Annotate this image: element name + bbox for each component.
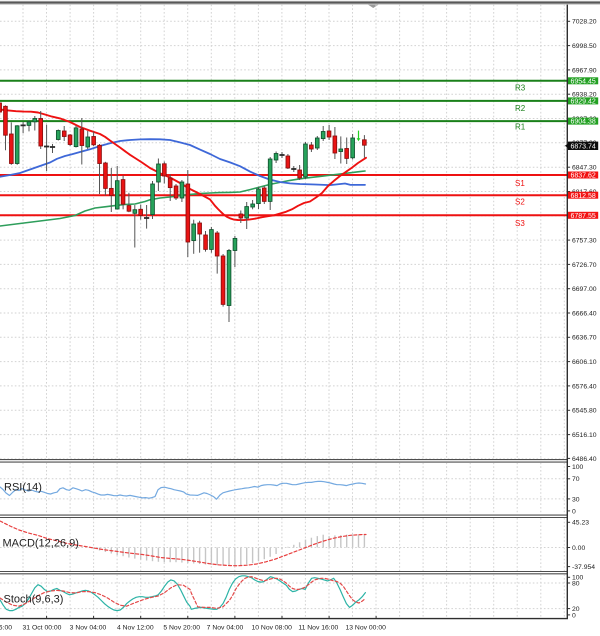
svg-text:6666.40: 6666.40 — [572, 310, 597, 317]
svg-text:70: 70 — [572, 476, 580, 483]
svg-text:6929.42: 6929.42 — [571, 99, 596, 106]
svg-text:16:00: 16:00 — [0, 624, 12, 631]
svg-text:6486.40: 6486.40 — [572, 456, 597, 463]
svg-text:80: 80 — [572, 580, 580, 587]
svg-text:S3: S3 — [515, 219, 525, 228]
svg-text:6757.30: 6757.30 — [572, 238, 597, 245]
svg-text:S1: S1 — [515, 179, 525, 188]
svg-text:6606.10: 6606.10 — [572, 359, 597, 366]
svg-text:RSI(14): RSI(14) — [4, 482, 42, 494]
svg-text:0: 0 — [572, 612, 576, 619]
svg-text:R3: R3 — [515, 84, 526, 93]
svg-text:6873.74: 6873.74 — [571, 143, 596, 150]
svg-text:-37.954: -37.954 — [572, 564, 595, 571]
svg-text:6545.80: 6545.80 — [572, 408, 597, 415]
svg-text:6516.10: 6516.10 — [572, 432, 597, 439]
svg-text:30: 30 — [572, 496, 580, 503]
svg-text:5 Nov 20:00: 5 Nov 20:00 — [163, 624, 200, 631]
svg-text:3 Nov 04:00: 3 Nov 04:00 — [70, 624, 107, 631]
svg-text:7 Nov 04:00: 7 Nov 04:00 — [207, 624, 244, 631]
svg-text:6954.45: 6954.45 — [571, 78, 596, 85]
svg-text:4 Nov 12:00: 4 Nov 12:00 — [117, 624, 154, 631]
svg-text:0.00: 0.00 — [572, 545, 585, 552]
svg-text:45.23: 45.23 — [572, 520, 589, 527]
svg-text:6726.70: 6726.70 — [572, 262, 597, 269]
svg-text:MACD(12,26,9): MACD(12,26,9) — [3, 538, 79, 550]
svg-text:6938.20: 6938.20 — [572, 92, 597, 99]
svg-text:6812.58: 6812.58 — [571, 193, 596, 200]
svg-text:6697.00: 6697.00 — [572, 286, 597, 293]
svg-text:R1: R1 — [515, 123, 526, 132]
svg-text:6636.70: 6636.70 — [572, 335, 597, 342]
svg-text:13 Nov 00:00: 13 Nov 00:00 — [345, 624, 386, 631]
svg-text:7028.20: 7028.20 — [572, 19, 597, 26]
svg-text:100: 100 — [572, 464, 584, 471]
svg-text:S2: S2 — [515, 198, 525, 207]
svg-text:31 Oct 00:00: 31 Oct 00:00 — [23, 624, 62, 631]
svg-text:6787.55: 6787.55 — [571, 213, 596, 220]
svg-text:6576.40: 6576.40 — [572, 383, 597, 390]
svg-text:6967.90: 6967.90 — [572, 67, 597, 74]
svg-text:20: 20 — [572, 606, 580, 613]
svg-text:100: 100 — [572, 575, 584, 582]
svg-text:0: 0 — [572, 508, 576, 515]
svg-text:6998.50: 6998.50 — [572, 43, 597, 50]
svg-text:R2: R2 — [515, 104, 526, 113]
svg-text:6837.62: 6837.62 — [571, 173, 596, 180]
svg-text:Stoch(9,6,3): Stoch(9,6,3) — [4, 594, 64, 606]
svg-text:10 Nov 08:00: 10 Nov 08:00 — [251, 624, 292, 631]
svg-text:6904.38: 6904.38 — [571, 119, 596, 126]
svg-text:6847.30: 6847.30 — [572, 165, 597, 172]
svg-text:11 Nov 16:00: 11 Nov 16:00 — [298, 624, 338, 631]
